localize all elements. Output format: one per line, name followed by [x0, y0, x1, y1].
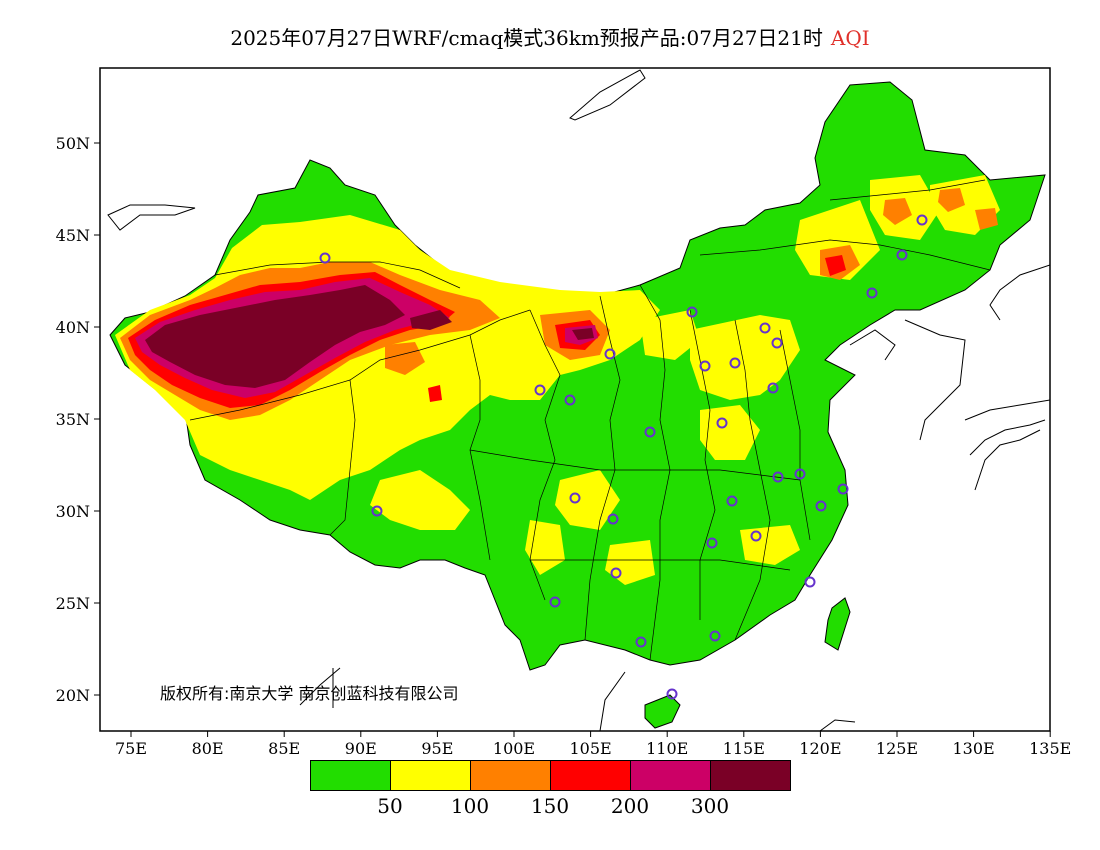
station-marker [604, 348, 616, 360]
station-marker [815, 500, 827, 512]
foreign-coastlines [107, 69, 1050, 731]
lon-label: 75E [115, 739, 147, 758]
station-marker [750, 530, 762, 542]
station-marker [804, 576, 816, 588]
colorbar-swatch [630, 761, 710, 790]
taiwan-island [824, 597, 851, 651]
lon-label: 90E [345, 739, 377, 758]
lon-label: 80E [192, 739, 224, 758]
lon-label: 105E [569, 739, 611, 758]
station-marker [709, 630, 721, 642]
colorbar-label: 200 [610, 794, 650, 818]
lon-label: 100E [493, 739, 535, 758]
station-marker [610, 567, 622, 579]
station-marker [371, 505, 383, 517]
lon-label: 95E [421, 739, 453, 758]
lat-label: 40N [56, 318, 90, 337]
colorbar-swatch [390, 761, 470, 790]
title-variable: AQI [830, 26, 870, 50]
station-marker [699, 360, 711, 372]
colorbar-label: 50 [377, 794, 403, 818]
lon-label: 135E [1029, 739, 1071, 758]
lat-label: 20N [56, 686, 90, 705]
latitude-axis: 50N 45N 40N 35N 30N 25N 20N [56, 134, 100, 705]
colorbar-swatch [550, 761, 630, 790]
station-marker [686, 306, 698, 318]
station-marker [794, 468, 806, 480]
colorbar-swatch [311, 761, 390, 790]
station-marker [569, 492, 581, 504]
station-marker [644, 426, 656, 438]
map-frame [99, 67, 1051, 732]
station-marker [916, 214, 928, 226]
lat-label: 30N [56, 502, 90, 521]
lat-label: 35N [56, 410, 90, 429]
station-marker [729, 357, 741, 369]
colorbar [310, 760, 791, 791]
station-marker [319, 252, 331, 264]
lat-label: 50N [56, 134, 90, 153]
title-main: 2025年07月27日WRF/cmaq模式36km预报产品:07月27日21时 [230, 26, 823, 50]
aqi-band-maroon [145, 285, 594, 388]
map-title: 2025年07月27日WRF/cmaq模式36km预报产品:07月27日21时 A… [0, 22, 1100, 51]
lon-label: 115E [723, 739, 765, 758]
station-marker [706, 537, 718, 549]
station-marker [666, 688, 678, 700]
station-marker [635, 636, 647, 648]
lon-label: 130E [952, 739, 994, 758]
station-marker [726, 495, 738, 507]
hainan-island [644, 694, 681, 729]
station-marker [866, 287, 878, 299]
lon-label: 110E [646, 739, 688, 758]
colorbar-label: 300 [690, 794, 730, 818]
station-marker [607, 513, 619, 525]
station-markers [319, 214, 928, 700]
station-marker [772, 471, 784, 483]
lon-label: 85E [268, 739, 300, 758]
station-marker [837, 483, 849, 495]
lat-label: 25N [56, 594, 90, 613]
colorbar-label: 150 [530, 794, 570, 818]
station-marker [716, 417, 728, 429]
lat-label: 45N [56, 226, 90, 245]
colorbar-label: 100 [450, 794, 490, 818]
station-marker [534, 384, 546, 396]
colorbar-swatch [710, 761, 790, 790]
colorbar-swatch [470, 761, 550, 790]
station-marker [767, 382, 779, 394]
lon-label: 120E [799, 739, 841, 758]
station-marker [549, 596, 561, 608]
province-borders [189, 179, 991, 661]
station-marker [771, 337, 783, 349]
station-marker [564, 394, 576, 406]
copyright-text: 版权所有:南京大学 南京创蓝科技有限公司 [160, 684, 459, 703]
longitude-axis: 75E 80E 85E 90E 95E 100E 105E 110E 115E 120E 125E 1… [115, 731, 1071, 758]
station-marker [759, 322, 771, 334]
station-marker [896, 249, 908, 261]
lon-label: 125E [876, 739, 918, 758]
